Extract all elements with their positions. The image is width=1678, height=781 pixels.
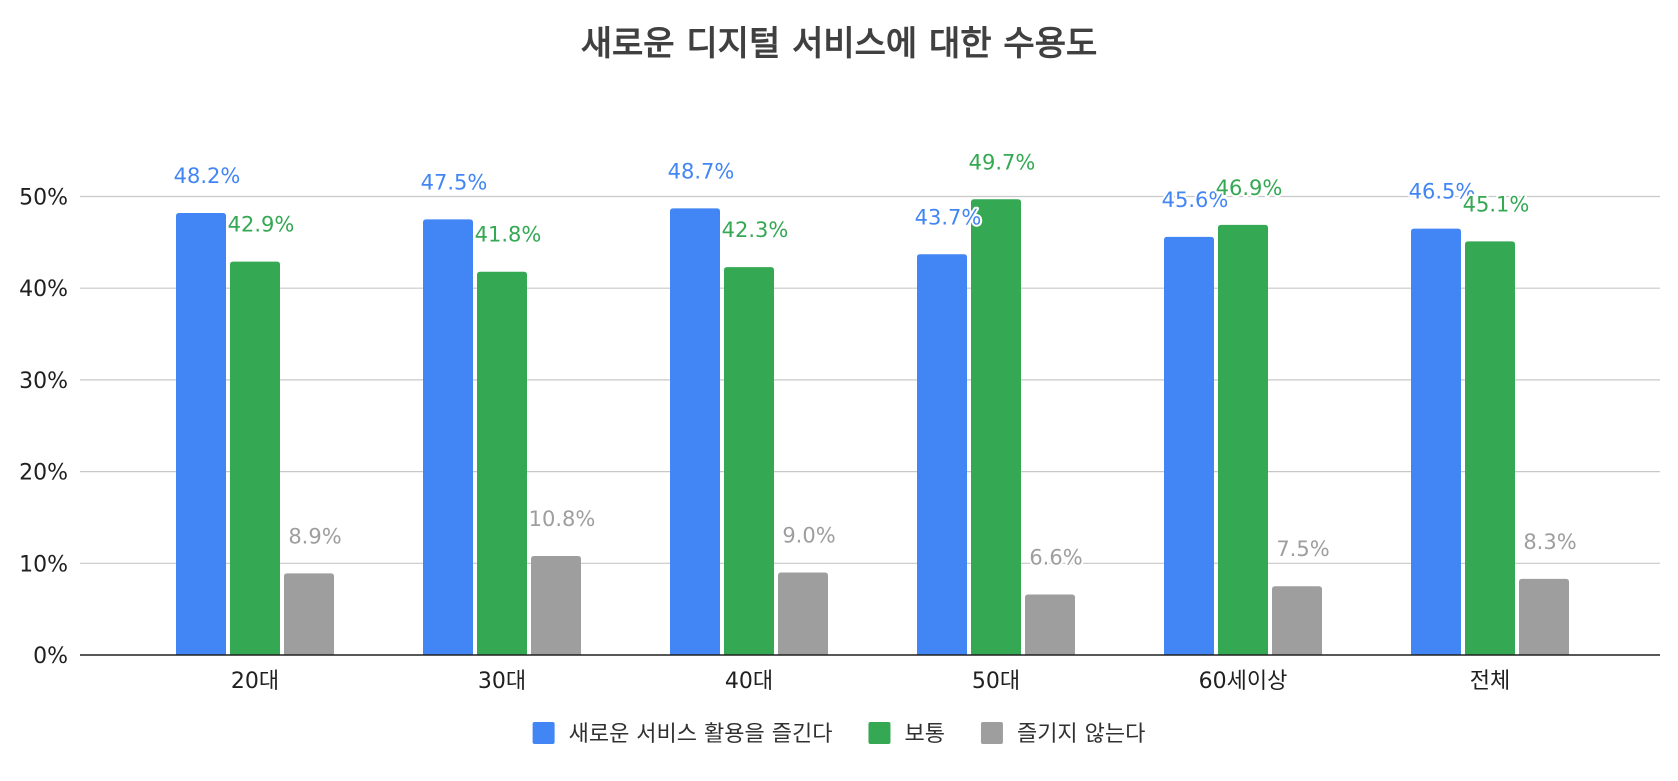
x-axis: 20대 30대 40대 50대 60세이상 전체 xyxy=(80,654,1660,694)
data-label: 8.9% xyxy=(288,524,341,548)
gridlines xyxy=(80,195,1660,564)
bar xyxy=(477,271,527,655)
y-tick-label: 40% xyxy=(19,277,68,302)
data-label: 46.5% xyxy=(1409,180,1476,204)
data-label: 47.5% xyxy=(421,170,488,194)
x-tick-label: 60세이상 xyxy=(1199,669,1288,694)
bar xyxy=(1218,224,1268,655)
data-label: 48.2% xyxy=(174,164,241,188)
data-label: 42.3% xyxy=(722,218,789,242)
legend-swatch xyxy=(980,722,1003,744)
bar xyxy=(1519,578,1569,655)
y-tick-label: 30% xyxy=(19,369,68,394)
chart-title: 새로운 디지털 서비스에 대한 수용도 xyxy=(581,24,1098,64)
bar xyxy=(423,219,473,656)
bar xyxy=(724,267,774,655)
data-label: 10.8% xyxy=(529,507,596,531)
data-label: 6.6% xyxy=(1029,545,1082,569)
x-tick-label: 20대 xyxy=(231,669,279,694)
data-label: 41.8% xyxy=(475,223,542,247)
x-tick-label: 30대 xyxy=(478,669,526,694)
data-label: 8.3% xyxy=(1523,530,1576,554)
data-label: 49.7% xyxy=(969,150,1036,174)
legend-swatch xyxy=(532,722,555,744)
bar xyxy=(284,573,334,655)
bar xyxy=(1465,241,1515,656)
bar xyxy=(1025,594,1075,655)
bar xyxy=(670,208,720,655)
data-label: 43.7% xyxy=(915,205,982,229)
y-axis: 0% 10% 20% 30% 40% 50% xyxy=(19,186,68,670)
data-label: 45.6% xyxy=(1162,188,1229,212)
data-label: 46.9% xyxy=(1216,176,1283,200)
legend-label: 보통 xyxy=(904,722,944,747)
x-tick-label: 40대 xyxy=(725,669,773,694)
data-label: 7.5% xyxy=(1276,537,1329,561)
x-tick-label: 전체 xyxy=(1470,669,1510,694)
legend-label: 즐기지 않는다 xyxy=(1017,722,1145,747)
legend: 새로운 서비스 활용을 즐긴다 보통 즐기지 않는다 xyxy=(532,722,1145,747)
bar xyxy=(1411,228,1461,655)
bar xyxy=(917,254,967,655)
data-labels: 48.2% 42.9% 8.9% 47.5% 41.8% 10.8% 48.7% 42.3% 9… xyxy=(172,148,1579,571)
bar xyxy=(1272,586,1322,655)
data-label: 42.9% xyxy=(228,213,295,237)
bar xyxy=(971,199,1021,655)
y-tick-label: 0% xyxy=(33,644,68,669)
x-tick-label: 50대 xyxy=(972,669,1020,694)
bars xyxy=(176,199,1569,656)
bar xyxy=(176,213,226,656)
data-label: 48.7% xyxy=(668,159,735,183)
legend-swatch xyxy=(868,722,891,744)
y-tick-label: 50% xyxy=(19,186,68,211)
bar xyxy=(1164,236,1214,655)
bar xyxy=(778,572,828,655)
y-tick-label: 10% xyxy=(19,552,68,577)
data-label: 9.0% xyxy=(782,523,835,547)
legend-label: 새로운 서비스 활용을 즐긴다 xyxy=(569,722,833,747)
data-label: 45.1% xyxy=(1463,192,1530,216)
bar xyxy=(531,555,581,655)
bar xyxy=(230,261,280,655)
y-tick-label: 20% xyxy=(19,461,68,486)
